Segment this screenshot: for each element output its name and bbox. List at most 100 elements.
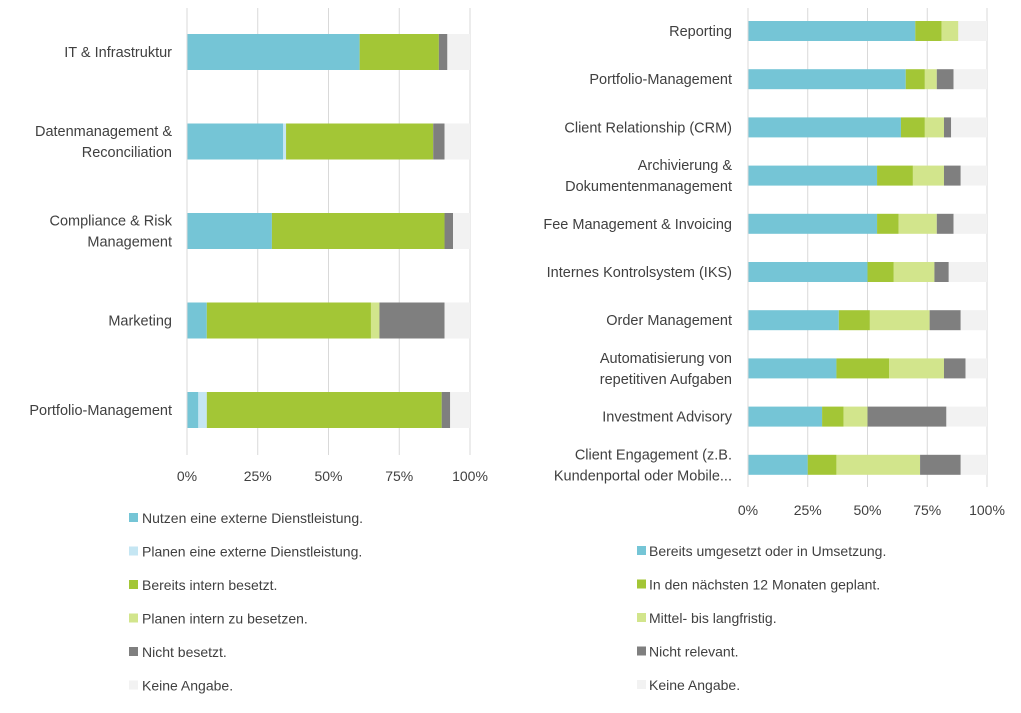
legend-swatch (129, 546, 138, 556)
bar-segment (934, 262, 949, 282)
bar-segment (960, 165, 987, 186)
bar-segment (877, 213, 899, 234)
category-label: IT & Infrastruktur (64, 45, 172, 61)
bar-segment (206, 302, 371, 339)
bar-segment (748, 310, 839, 331)
bar-segment (359, 34, 439, 70)
category-label: Dokumentenmanagement (565, 179, 732, 195)
bar-segment (433, 123, 445, 160)
bar-segment (453, 213, 470, 249)
bar-segment (807, 454, 837, 475)
x-tick-label: 0% (177, 468, 197, 484)
bar-segment (936, 213, 954, 234)
legend-swatch (129, 613, 138, 623)
legend-label: Planen intern zu besetzen. (142, 611, 308, 627)
bar-segment (187, 302, 207, 339)
bar-segment (915, 21, 942, 41)
bar-segment (271, 213, 445, 249)
x-tick-label: 75% (385, 468, 413, 484)
category-label: Reconciliation (82, 145, 172, 161)
bar-segment (838, 310, 870, 331)
bar-segment (912, 165, 944, 186)
bar-segment (286, 123, 434, 160)
bar-segment (965, 358, 987, 379)
bar-segment (958, 21, 987, 41)
legend-label: Nicht relevant. (649, 644, 738, 660)
bar-segment (748, 213, 878, 234)
category-label: Investment Advisory (602, 410, 732, 426)
bar-segment (444, 213, 454, 249)
legend-swatch (129, 680, 138, 690)
bar-segment (450, 392, 470, 428)
bar-segment (946, 406, 987, 427)
legend-swatch (637, 646, 646, 656)
legend-swatch (637, 680, 646, 689)
bar-segment (206, 392, 442, 428)
legend-swatch (129, 513, 138, 522)
bar-segment (889, 358, 944, 379)
x-tick-label: 50% (853, 502, 881, 518)
bar-segment (943, 165, 961, 186)
bar-segment (748, 454, 808, 475)
bar-segment (877, 165, 913, 186)
bar-segment (444, 123, 470, 160)
bar-segment (198, 392, 207, 428)
legend-label: Bereits intern besetzt. (142, 577, 277, 593)
bar-segment (867, 262, 894, 282)
x-tick-label: 0% (738, 502, 758, 518)
category-label: Kundenportal oder Mobile... (554, 468, 732, 484)
bar-segment (187, 123, 284, 160)
chart-left: 0% 25% 50% 75% 100% IT & Infrastruktur Datenma… (29, 8, 488, 694)
bar-segment (843, 406, 868, 427)
bar-segment (748, 262, 868, 282)
category-label: Order Management (606, 313, 732, 329)
category-label: Archivierung & (638, 158, 733, 174)
category-label: Automatisierung von (600, 351, 732, 367)
legend-label: Nicht besetzt. (142, 644, 227, 660)
category-label: repetitiven Aufgaben (600, 372, 732, 388)
bar-segment (867, 406, 947, 427)
bar-segment (936, 69, 954, 90)
legend-swatch (637, 546, 646, 555)
x-tick-label: 50% (314, 468, 342, 484)
bar-segment (900, 117, 925, 138)
legend-swatch (637, 579, 646, 589)
legend-label: Bereits umgesetzt oder in Umsetzung. (649, 543, 886, 559)
x-tick-label: 100% (969, 502, 1005, 518)
bar-segment (748, 406, 823, 427)
category-label: Client Relationship (CRM) (564, 120, 732, 136)
bar-segment (951, 117, 987, 138)
bar-segment (822, 406, 844, 427)
bar-segment (943, 358, 966, 379)
bar-segment (187, 392, 199, 428)
legend-label: Nutzen eine externe Dienstleistung. (142, 510, 363, 526)
bar-segment (283, 123, 287, 160)
bar-segment (748, 358, 837, 379)
x-tick-label: 100% (452, 468, 488, 484)
category-label: Compliance & Risk (50, 214, 173, 230)
bar-segment (447, 34, 470, 70)
bar-segment (748, 21, 916, 41)
bar-segment (905, 69, 925, 90)
category-label: Fee Management & Invoicing (543, 217, 732, 233)
category-label: Reporting (669, 24, 732, 40)
chart-right: 0% 25% 50% 75% 100% Reporting Portfolio-Manage… (543, 8, 1005, 693)
x-tick-label: 75% (913, 502, 941, 518)
bar-segment (370, 302, 380, 339)
bar-segment (869, 310, 930, 331)
bar-segment (836, 454, 921, 475)
bar-segment (948, 262, 987, 282)
bar-segment (187, 213, 272, 249)
bar-segment (441, 392, 451, 428)
bar-segment (187, 34, 360, 70)
bar-segment (943, 117, 952, 138)
bar-segment (898, 213, 937, 234)
bar-segment (379, 302, 445, 339)
category-label: Marketing (108, 314, 172, 330)
legend-label: Mittel- bis langfristig. (649, 610, 777, 626)
legend-swatch (129, 580, 138, 589)
bar-segment (941, 21, 959, 41)
bar-segment (438, 34, 448, 70)
category-label: Datenmanagement & (35, 124, 172, 140)
